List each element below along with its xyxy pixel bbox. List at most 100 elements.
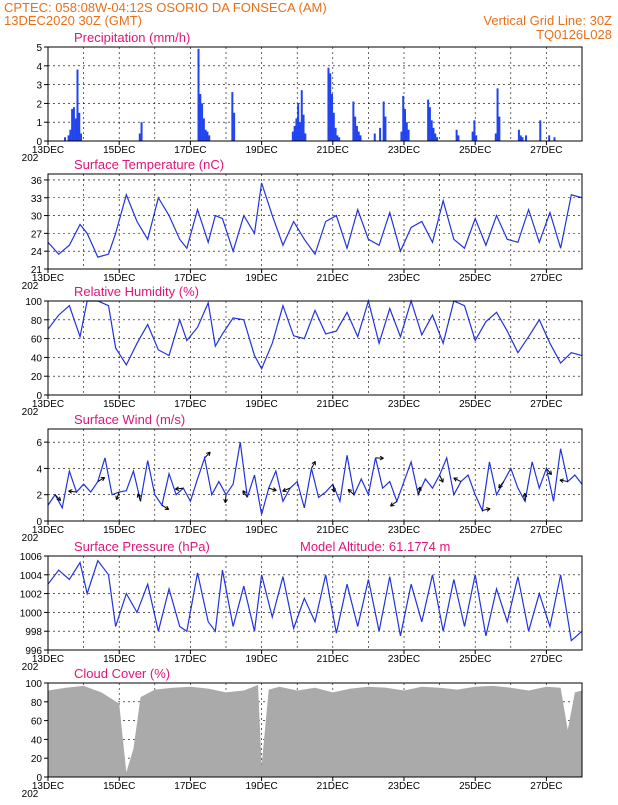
- series-line: [48, 301, 582, 369]
- wind-arrow-head: [560, 479, 564, 480]
- x-tick-label: 19DEC: [245, 781, 277, 792]
- precip-bar: [383, 102, 385, 141]
- precip-bar: [457, 135, 459, 141]
- y-tick-label: 60: [31, 717, 43, 728]
- panel-title: Cloud Cover (%): [74, 666, 170, 681]
- x-tick-label: 23DEC: [388, 654, 420, 665]
- y-tick-label: 27: [31, 229, 43, 240]
- precip-bar: [427, 100, 429, 141]
- precip-bar: [76, 70, 78, 141]
- x-tick-label: 17DEC: [174, 525, 206, 536]
- y-tick-label: 5: [36, 43, 42, 54]
- panel-title: Surface Wind (m/s): [74, 412, 185, 427]
- x-tick-label: 25DEC: [459, 525, 491, 536]
- x-tick-label: 23DEC: [388, 145, 420, 156]
- x-tick-label: 15DEC: [103, 399, 135, 410]
- panel-frame: [48, 301, 582, 395]
- precip-bar: [295, 118, 297, 141]
- precip-bar: [78, 113, 80, 141]
- wind-arrow: [454, 478, 461, 482]
- y-tick-label: 36: [31, 176, 43, 187]
- y-tick-label: 4: [36, 464, 42, 475]
- wind-arrow-head: [499, 484, 500, 488]
- x-tick-label: 19DEC: [245, 654, 277, 665]
- precip-bar: [201, 103, 203, 141]
- y-tick-label: 33: [31, 194, 43, 205]
- precip-bar: [520, 135, 522, 141]
- y-tick-label: 80: [31, 698, 43, 709]
- precip-bar: [304, 133, 306, 141]
- precip-bar: [429, 107, 431, 141]
- wind-arrow: [499, 482, 504, 488]
- precip-bar: [358, 132, 360, 141]
- precip-bar: [208, 135, 210, 141]
- x-tick-label: 27DEC: [530, 145, 562, 156]
- precip-bar: [331, 94, 333, 141]
- x-tick-label: 27DEC: [530, 273, 562, 284]
- wind-arrow: [376, 456, 384, 460]
- x-tick-label: 23DEC: [388, 781, 420, 792]
- precip-bar: [75, 118, 77, 141]
- x-tick-label: 17DEC: [174, 781, 206, 792]
- x-tick-label: 25DEC: [459, 273, 491, 284]
- panel-title: Precipitation (mm/h): [74, 30, 190, 45]
- panel-annotation: Model Altitude: 61.1774 m: [300, 539, 450, 554]
- precip-bar: [473, 120, 475, 141]
- precip-bar: [333, 113, 335, 141]
- x-tick-label: 27DEC: [530, 781, 562, 792]
- wind-arrow: [55, 495, 60, 501]
- precip-bar: [68, 135, 70, 141]
- y-tick-label: 1000: [20, 608, 43, 619]
- x-tick-label: 17DEC: [174, 273, 206, 284]
- y-tick-label: 6: [36, 438, 42, 449]
- x-tick-label: 25DEC: [459, 654, 491, 665]
- precip-bar: [356, 126, 358, 141]
- x-tick-label: 21DEC: [317, 654, 349, 665]
- precip-bar: [199, 94, 201, 141]
- precip-bar: [402, 96, 404, 141]
- precip-bar: [329, 73, 331, 141]
- precip-bar: [71, 109, 73, 141]
- series-line: [48, 442, 582, 514]
- panel-title: Surface Pressure (hPa): [74, 539, 210, 554]
- precip-bar: [408, 130, 410, 141]
- precip-bar: [521, 137, 523, 141]
- precip-bar: [206, 132, 208, 141]
- grid-line-info: Vertical Grid Line: 30Z: [483, 13, 612, 28]
- x-tick-label: 21DEC: [317, 399, 349, 410]
- wind-arrow-head: [272, 490, 276, 491]
- precip-bar: [400, 132, 402, 141]
- panel-frame: [48, 47, 582, 141]
- precip-bar: [335, 128, 337, 141]
- precip-bar: [73, 107, 75, 141]
- y-tick-label: 60: [31, 335, 43, 346]
- precip-bar: [360, 135, 362, 141]
- x-tick-label: 19DEC: [245, 145, 277, 156]
- y-tick-label: 1002: [20, 590, 43, 601]
- x-tick-label: 25DEC: [459, 145, 491, 156]
- y-tick-label: 2: [36, 99, 42, 110]
- x-tick-label: 25DEC: [459, 781, 491, 792]
- precip-bar: [301, 90, 303, 141]
- year-label: 202: [22, 153, 39, 164]
- wind-arrow: [224, 495, 228, 503]
- precip-bar: [406, 122, 408, 141]
- precip-bar: [554, 137, 556, 141]
- wind-arrow-head: [69, 490, 73, 491]
- year-label: 202: [22, 662, 39, 673]
- precip-bar: [338, 137, 340, 141]
- y-tick-label: 30: [31, 212, 43, 223]
- x-tick-label: 21DEC: [317, 525, 349, 536]
- wind-arrow-head: [175, 489, 179, 490]
- precip-bar: [548, 135, 550, 141]
- precip-bar: [69, 130, 71, 141]
- x-tick-label: 27DEC: [530, 654, 562, 665]
- precip-bar: [497, 88, 499, 141]
- x-tick-label: 17DEC: [174, 399, 206, 410]
- precip-bar: [472, 132, 474, 141]
- series-line: [48, 183, 582, 257]
